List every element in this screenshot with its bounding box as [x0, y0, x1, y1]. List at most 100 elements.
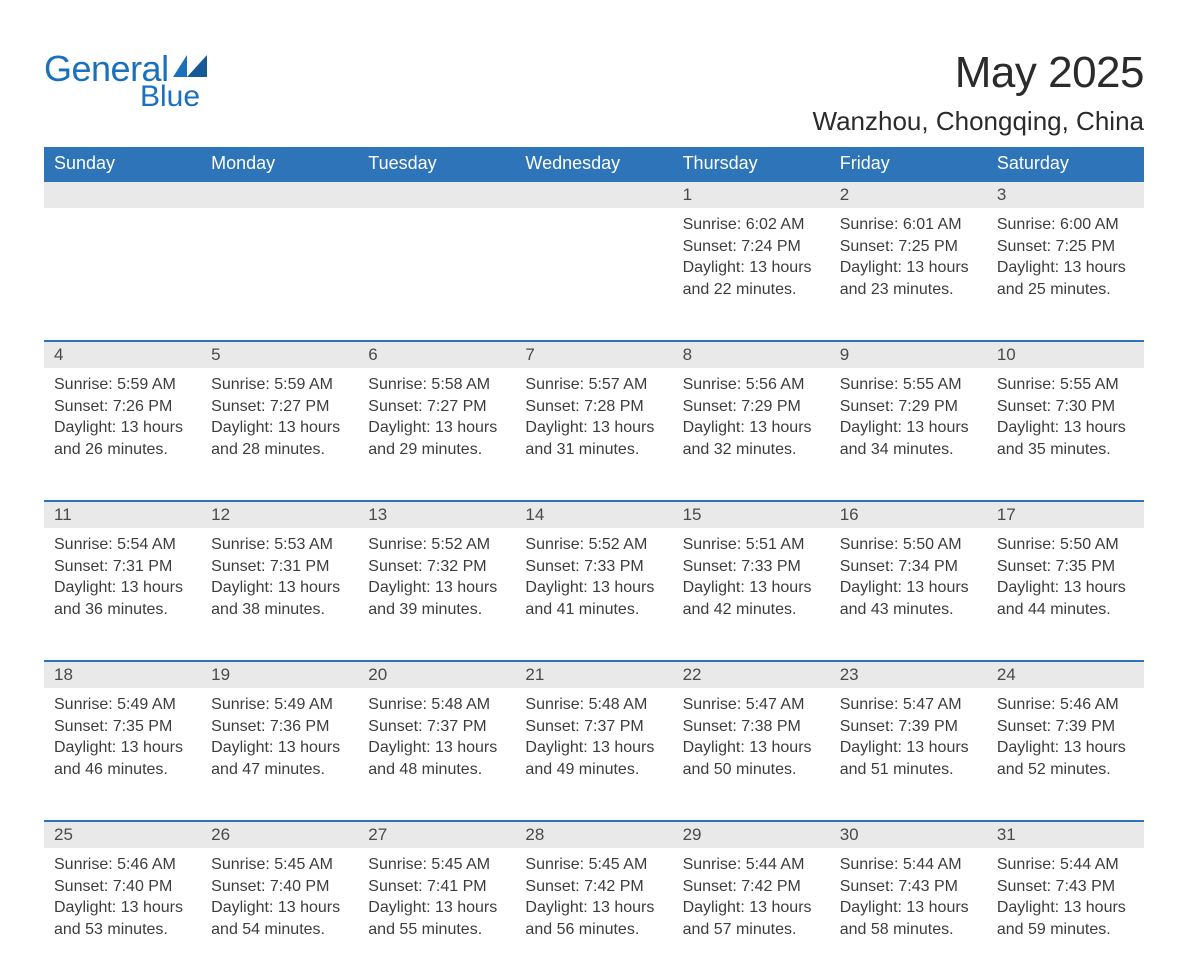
- daynum-row: 45678910: [44, 340, 1144, 368]
- day-number-cell: [201, 182, 358, 208]
- sunrise-line: Sunrise: 5:51 AM: [683, 534, 820, 556]
- day-number-cell: 13: [358, 500, 515, 528]
- day-number-cell: 1: [673, 182, 830, 208]
- daynum-row: 25262728293031: [44, 820, 1144, 848]
- day-number-cell: [358, 182, 515, 208]
- day-detail-cell: Sunrise: 6:02 AMSunset: 7:24 PMDaylight:…: [673, 208, 830, 340]
- day-number-cell: 24: [987, 660, 1144, 688]
- sunset-line: Sunset: 7:33 PM: [683, 556, 820, 578]
- day-number-cell: [44, 182, 201, 208]
- day-number-cell: 29: [673, 820, 830, 848]
- day-number: 14: [525, 505, 544, 524]
- day-number: 16: [840, 505, 859, 524]
- sunset-line: Sunset: 7:30 PM: [997, 396, 1134, 418]
- daylight-line: Daylight: 13 hours and 29 minutes.: [368, 417, 505, 460]
- day-detail-cell: Sunrise: 5:44 AMSunset: 7:42 PMDaylight:…: [673, 848, 830, 980]
- day-detail-cell: Sunrise: 5:50 AMSunset: 7:35 PMDaylight:…: [987, 528, 1144, 660]
- day-detail-cell: Sunrise: 5:57 AMSunset: 7:28 PMDaylight:…: [515, 368, 672, 500]
- sunset-line: Sunset: 7:35 PM: [54, 716, 191, 738]
- header-row: General Blue May 2025 Wanzhou, Chongqing…: [44, 48, 1144, 137]
- day-number: 1: [683, 185, 692, 204]
- daylight-line: Daylight: 13 hours and 38 minutes.: [211, 577, 348, 620]
- day-number: 2: [840, 185, 849, 204]
- daylight-line: Daylight: 13 hours and 55 minutes.: [368, 897, 505, 940]
- daylight-line: Daylight: 13 hours and 51 minutes.: [840, 737, 977, 780]
- day-number: 23: [840, 665, 859, 684]
- day-number: 3: [997, 185, 1006, 204]
- day-detail-cell: Sunrise: 5:48 AMSunset: 7:37 PMDaylight:…: [358, 688, 515, 820]
- sunset-line: Sunset: 7:41 PM: [368, 876, 505, 898]
- daylight-line: Daylight: 13 hours and 54 minutes.: [211, 897, 348, 940]
- day-number: 9: [840, 345, 849, 364]
- month-title: May 2025: [813, 48, 1144, 98]
- sunrise-line: Sunrise: 5:54 AM: [54, 534, 191, 556]
- day-detail-cell: Sunrise: 5:45 AMSunset: 7:42 PMDaylight:…: [515, 848, 672, 980]
- day-number: 17: [997, 505, 1016, 524]
- day-number-cell: 15: [673, 500, 830, 528]
- sunset-line: Sunset: 7:27 PM: [368, 396, 505, 418]
- sunset-line: Sunset: 7:40 PM: [54, 876, 191, 898]
- weekday-header: Friday: [830, 147, 987, 182]
- day-number-cell: 7: [515, 340, 672, 368]
- daylight-line: Daylight: 13 hours and 28 minutes.: [211, 417, 348, 460]
- day-number: 26: [211, 825, 230, 844]
- sunset-line: Sunset: 7:38 PM: [683, 716, 820, 738]
- sunrise-line: Sunrise: 5:48 AM: [368, 694, 505, 716]
- day-number: 22: [683, 665, 702, 684]
- sunrise-line: Sunrise: 5:58 AM: [368, 374, 505, 396]
- day-detail-cell: Sunrise: 5:54 AMSunset: 7:31 PMDaylight:…: [44, 528, 201, 660]
- day-detail-cell: Sunrise: 5:59 AMSunset: 7:27 PMDaylight:…: [201, 368, 358, 500]
- daylight-line: Daylight: 13 hours and 31 minutes.: [525, 417, 662, 460]
- day-number: 21: [525, 665, 544, 684]
- detail-row: Sunrise: 5:59 AMSunset: 7:26 PMDaylight:…: [44, 368, 1144, 500]
- sunrise-line: Sunrise: 5:46 AM: [997, 694, 1134, 716]
- sunset-line: Sunset: 7:29 PM: [683, 396, 820, 418]
- day-number: 19: [211, 665, 230, 684]
- sunrise-line: Sunrise: 5:50 AM: [840, 534, 977, 556]
- calendar-body: 123Sunrise: 6:02 AMSunset: 7:24 PMDaylig…: [44, 182, 1144, 980]
- daynum-row: 18192021222324: [44, 660, 1144, 688]
- day-detail-cell: [44, 208, 201, 340]
- day-detail-cell: Sunrise: 5:58 AMSunset: 7:27 PMDaylight:…: [358, 368, 515, 500]
- day-number-cell: 28: [515, 820, 672, 848]
- brand-text-2: Blue: [140, 80, 207, 114]
- sunset-line: Sunset: 7:27 PM: [211, 396, 348, 418]
- day-detail-cell: Sunrise: 5:55 AMSunset: 7:30 PMDaylight:…: [987, 368, 1144, 500]
- day-number-cell: 23: [830, 660, 987, 688]
- day-detail-cell: Sunrise: 5:59 AMSunset: 7:26 PMDaylight:…: [44, 368, 201, 500]
- daylight-line: Daylight: 13 hours and 52 minutes.: [997, 737, 1134, 780]
- sunset-line: Sunset: 7:31 PM: [54, 556, 191, 578]
- sunrise-line: Sunrise: 5:52 AM: [525, 534, 662, 556]
- daylight-line: Daylight: 13 hours and 53 minutes.: [54, 897, 191, 940]
- day-detail-cell: Sunrise: 5:49 AMSunset: 7:35 PMDaylight:…: [44, 688, 201, 820]
- weekday-header: Tuesday: [358, 147, 515, 182]
- sunrise-line: Sunrise: 5:48 AM: [525, 694, 662, 716]
- sunset-line: Sunset: 7:43 PM: [997, 876, 1134, 898]
- flag-icon: [173, 55, 207, 82]
- daylight-line: Daylight: 13 hours and 41 minutes.: [525, 577, 662, 620]
- sunrise-line: Sunrise: 5:50 AM: [997, 534, 1134, 556]
- sunset-line: Sunset: 7:33 PM: [525, 556, 662, 578]
- location-label: Wanzhou, Chongqing, China: [813, 106, 1144, 137]
- day-number: 18: [54, 665, 73, 684]
- day-detail-cell: Sunrise: 5:46 AMSunset: 7:39 PMDaylight:…: [987, 688, 1144, 820]
- day-number: 24: [997, 665, 1016, 684]
- sunrise-line: Sunrise: 5:44 AM: [997, 854, 1134, 876]
- sunrise-line: Sunrise: 5:45 AM: [525, 854, 662, 876]
- sunset-line: Sunset: 7:35 PM: [997, 556, 1134, 578]
- day-number-cell: 19: [201, 660, 358, 688]
- sunrise-line: Sunrise: 5:55 AM: [997, 374, 1134, 396]
- day-number: 15: [683, 505, 702, 524]
- daylight-line: Daylight: 13 hours and 43 minutes.: [840, 577, 977, 620]
- day-number: 8: [683, 345, 692, 364]
- day-number-cell: 10: [987, 340, 1144, 368]
- sunset-line: Sunset: 7:36 PM: [211, 716, 348, 738]
- day-number-cell: 9: [830, 340, 987, 368]
- daylight-line: Daylight: 13 hours and 25 minutes.: [997, 257, 1134, 300]
- day-number: 25: [54, 825, 73, 844]
- daylight-line: Daylight: 13 hours and 49 minutes.: [525, 737, 662, 780]
- sunset-line: Sunset: 7:39 PM: [997, 716, 1134, 738]
- day-number-cell: 12: [201, 500, 358, 528]
- sunrise-line: Sunrise: 6:01 AM: [840, 214, 977, 236]
- sunset-line: Sunset: 7:43 PM: [840, 876, 977, 898]
